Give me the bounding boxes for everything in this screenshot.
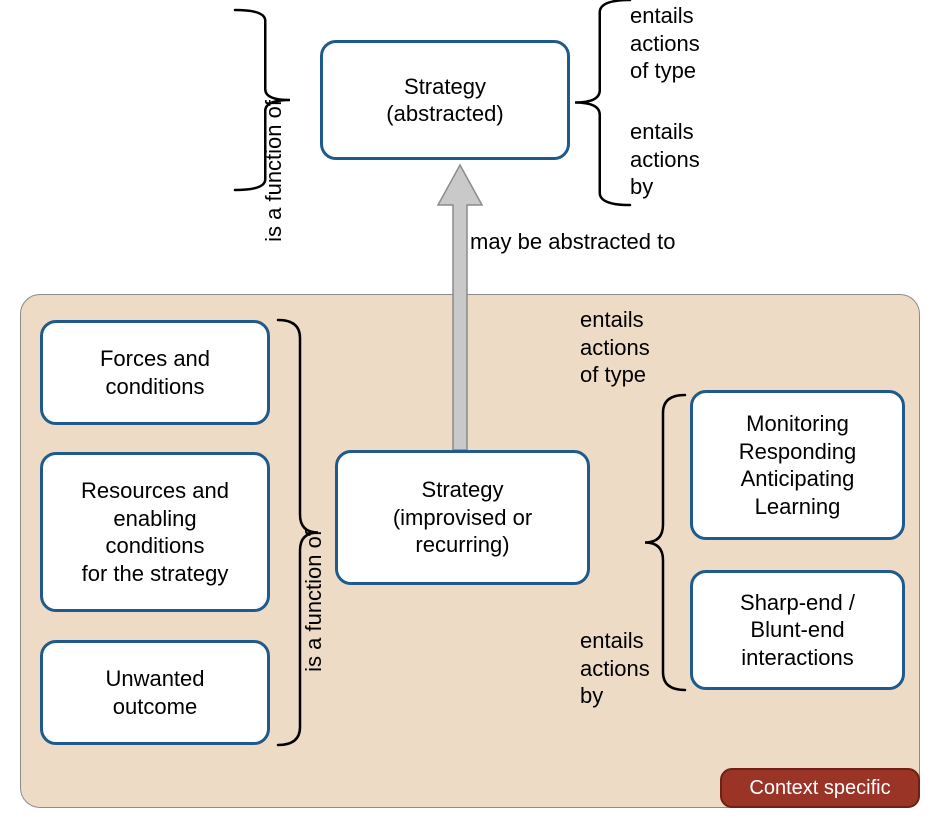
label-line: entails (580, 306, 700, 334)
node-line: enabling (81, 505, 229, 533)
label-line: entails (630, 118, 780, 146)
node-line: Unwanted (105, 665, 204, 693)
label-line: actions (580, 334, 700, 362)
label-is-a-function-of-top: is a function of (260, 100, 290, 242)
label-may-be-abstracted: may be abstracted to (470, 228, 730, 256)
label-line: of type (630, 57, 780, 85)
node-line: (abstracted) (386, 100, 503, 128)
label-line: by (630, 173, 780, 201)
node-line: Strategy (386, 73, 503, 101)
label-line: actions (580, 655, 700, 683)
label-line: entails (580, 627, 700, 655)
node-strategy-improvised: Strategy (improvised or recurring) (335, 450, 590, 585)
label-entails-actions-by-top: entails actions by (630, 118, 780, 201)
node-line: for the strategy (81, 560, 229, 588)
node-monitoring: Monitoring Responding Anticipating Learn… (690, 390, 905, 540)
node-line: Resources and (81, 477, 229, 505)
label-entails-actions-by-mid: entails actions by (580, 627, 700, 710)
node-line: (improvised or (393, 504, 532, 532)
label-line: actions (630, 146, 780, 174)
diagram-canvas: Strategy (abstracted) Forces and conditi… (0, 0, 939, 837)
node-line: Sharp-end / (740, 589, 855, 617)
node-line: Learning (739, 493, 856, 521)
label-line: entails (630, 2, 780, 30)
label-line: actions (630, 30, 780, 58)
node-line: conditions (81, 532, 229, 560)
node-line: Monitoring (739, 410, 856, 438)
badge-text: Context specific (749, 777, 890, 800)
label-entails-actions-of-type-top: entails actions of type (630, 2, 780, 85)
node-line: recurring) (393, 531, 532, 559)
node-line: Blunt-end (740, 616, 855, 644)
label-line: by (580, 682, 700, 710)
node-line: outcome (105, 693, 204, 721)
node-line: conditions (100, 373, 210, 401)
node-line: Anticipating (739, 465, 856, 493)
node-strategy-abstracted: Strategy (abstracted) (320, 40, 570, 160)
node-unwanted: Unwanted outcome (40, 640, 270, 745)
node-line: interactions (740, 644, 855, 672)
node-line: Strategy (393, 476, 532, 504)
badge-context-specific: Context specific (720, 768, 920, 808)
node-line: Responding (739, 438, 856, 466)
node-resources: Resources and enabling conditions for th… (40, 452, 270, 612)
node-sharp-blunt: Sharp-end / Blunt-end interactions (690, 570, 905, 690)
label-is-a-function-of-mid: is a function of (300, 530, 330, 672)
node-forces: Forces and conditions (40, 320, 270, 425)
label-entails-actions-of-type-mid: entails actions of type (580, 306, 700, 389)
brace-top-right-icon (575, 0, 630, 205)
arrow-abstracted-icon (436, 163, 484, 452)
label-line: of type (580, 361, 700, 389)
node-line: Forces and (100, 345, 210, 373)
